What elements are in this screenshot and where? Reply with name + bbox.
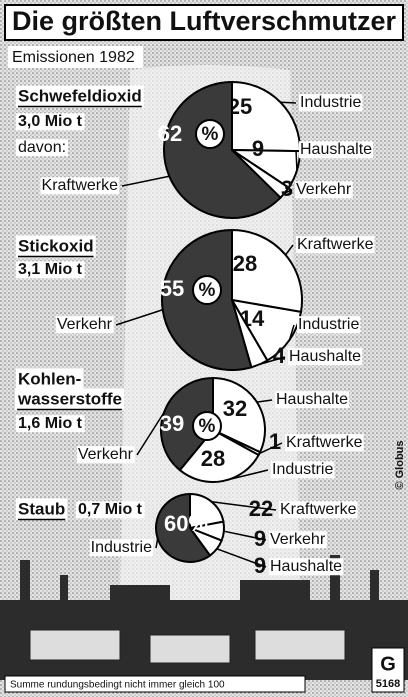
category-label: Industrie [300, 94, 361, 111]
category-label: Industrie [272, 461, 333, 478]
category-label: Kraftwerke [297, 236, 374, 253]
infographic: Die größten Luftverschmutzer Emissionen … [0, 0, 408, 697]
center-label: % [202, 124, 219, 145]
value-label: 62 [158, 121, 182, 146]
subtitle: Emissionen 1982 [12, 49, 135, 66]
leader-line [280, 102, 296, 103]
footnote: Summe rundungsbedingt nicht immer gleich… [10, 680, 225, 691]
source: © Globus [394, 440, 406, 489]
chart-title: Kohlen- [18, 369, 81, 388]
category-label: Haushalte [276, 391, 348, 408]
category-label: Kraftwerke [42, 177, 119, 194]
category-label: Industrie [91, 539, 152, 556]
center-label: % [199, 416, 216, 437]
category-label: Verkehr [57, 316, 113, 333]
chart-title: Schwefeldioxid [18, 86, 142, 105]
chart-subtitle: 1,6 Mio t [18, 415, 83, 432]
value-label: 32 [223, 396, 247, 421]
chart-title: Stickoxid [18, 236, 94, 255]
logo: G [380, 653, 396, 675]
chart-subtitle: 3,0 Mio t [18, 113, 83, 130]
value-label: 28 [201, 446, 225, 471]
center-label: % [199, 280, 216, 301]
category-label: Haushalte [289, 348, 361, 365]
value-label: 4 [273, 343, 286, 368]
chart-subtitle: 3,1 Mio t [18, 261, 83, 278]
value-label: 9 [252, 136, 264, 161]
category-label: Kraftwerke [280, 501, 357, 518]
category-label: Haushalte [270, 558, 342, 575]
title: Die größten Luftverschmutzer [12, 6, 397, 36]
value-label: 60% [164, 511, 208, 536]
value-label: 28 [233, 251, 257, 276]
chart-subtitle: 0,7 Mio t [78, 501, 143, 518]
value-label: 1 [269, 429, 281, 454]
value-label: 55 [160, 276, 184, 301]
graphic-id: 5168 [376, 678, 400, 690]
chart-title: wasserstoffe [17, 389, 122, 408]
category-label: Kraftwerke [286, 434, 363, 451]
category-label: Verkehr [296, 181, 352, 198]
value-label: 3 [281, 176, 293, 201]
category-label: Verkehr [270, 531, 326, 548]
category-label: Verkehr [78, 446, 134, 463]
leader-line [296, 150, 297, 170]
category-label: Haushalte [300, 141, 372, 158]
chart-title: Staub [18, 499, 65, 518]
chart-note: davon: [18, 139, 66, 156]
category-label: Industrie [298, 316, 359, 333]
